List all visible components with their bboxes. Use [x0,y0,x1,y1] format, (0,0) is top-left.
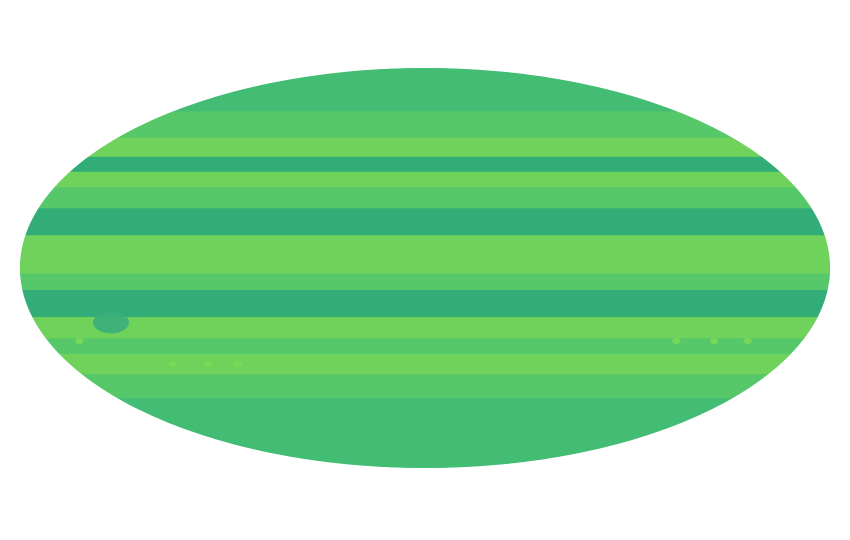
cloud-band [20,235,830,275]
white-oval [203,361,212,368]
storm-features [75,311,752,368]
cloud-band [20,338,830,355]
cloud-bands [20,68,830,468]
cloud-band [20,273,830,291]
great-red-spot [93,311,130,334]
cloud-band [20,171,830,188]
cloud-band [20,317,830,339]
cloud-band [20,187,830,209]
white-oval [75,337,84,344]
cloud-band [20,137,830,158]
white-oval [672,337,681,344]
white-oval [710,337,719,344]
cloud-band [20,353,830,375]
white-oval [168,361,177,368]
cloud-band [20,156,830,173]
cloud-band [20,208,830,236]
white-oval [233,361,242,368]
cloud-band [20,374,830,399]
cloud-band [20,289,830,318]
white-oval [743,337,752,344]
